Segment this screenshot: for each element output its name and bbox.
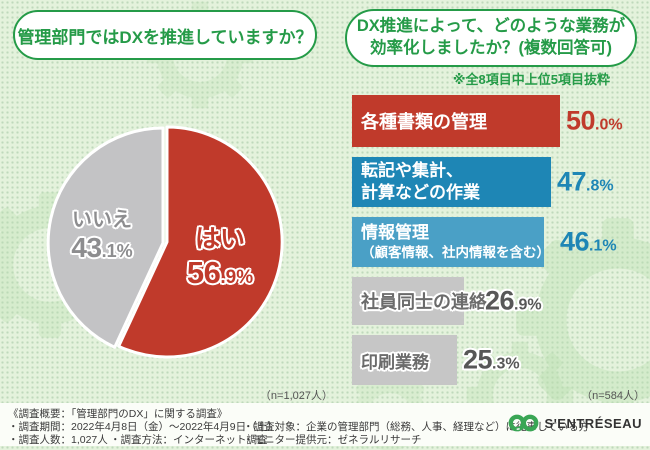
question-pill-bars: DX推進によって、どのような業務が 効率化しましたか？(複数回答可) [345, 9, 637, 67]
bar-value: 47.8% [557, 167, 614, 198]
bar-value-main: 46 [560, 226, 590, 257]
bar-row: 各種書類の管理 50.0% [352, 95, 623, 147]
survey-target: ・調査対象：企業の管理部門（総務、人事、経理など）に従事している方 [243, 421, 590, 433]
bar-row: 情報管理 （顧客情報、社内情報を含む） 46.1% [352, 217, 617, 267]
logo-text: S'ENTRÉSEAU [544, 415, 642, 431]
bar-fill: 印刷業務 [352, 335, 457, 385]
pie-chart [46, 125, 284, 359]
bar-value-suffix: .1% [589, 237, 617, 255]
pie-no-label: いいえ [72, 209, 132, 231]
bar-label: 転記や集計、 [361, 160, 463, 180]
bar-fill: 転記や集計、 計算などの作業 [352, 157, 551, 207]
bar-value-suffix: .3% [492, 355, 520, 373]
bar-label: 情報管理 [361, 223, 429, 243]
question-bars-line1: DX推進によって、どのような業務が [356, 17, 626, 36]
survey-method: ・調査方法：インターネット調査 [110, 434, 268, 446]
bar-value-main: 50 [566, 105, 596, 136]
bar-value: 25.3% [463, 345, 520, 376]
pie-yes-value-suffix: .9% [220, 267, 254, 288]
bar-sample-size: （n=584人） [581, 390, 645, 402]
bar-value-main: 25 [463, 344, 493, 375]
bar-label-line2: （顧客情報、社内情報を含む） [361, 244, 550, 260]
pie-yes-label: はい [194, 225, 245, 253]
bar-value: 26.9% [485, 286, 542, 317]
pie-slice-yes [117, 125, 284, 359]
bar-value-suffix: .9% [514, 296, 542, 314]
company-logo: S'ENTRÉSEAU [507, 413, 642, 433]
survey-overview: 《調査概要：「管理部門のDX」に関する調査》 [8, 408, 228, 420]
chain-links-icon [508, 414, 538, 432]
bar-value-suffix: .8% [586, 177, 614, 195]
pie-yes-value: 56 [186, 255, 221, 290]
bar-label: 印刷業務 [361, 352, 429, 372]
pie-label-yes: はい 56.9% [173, 219, 267, 291]
bar-row: 印刷業務 25.3% [352, 335, 520, 385]
pie-label-no: いいえ 43.1% [50, 203, 154, 264]
bar-value-suffix: .0% [595, 116, 623, 134]
footer-band [0, 403, 650, 446]
bar-value: 50.0% [566, 106, 623, 137]
bar-value-main: 26 [485, 285, 515, 316]
pie-slice-no [46, 126, 165, 349]
question-pie-text: 管理部門ではDXを推進していますか？ [17, 27, 313, 47]
bar-label: 社員同士の連絡 [361, 292, 487, 312]
bar-fill: 情報管理 （顧客情報、社内情報を含む） [352, 217, 550, 267]
question-pill-pie: 管理部門ではDXを推進していますか？ [13, 10, 317, 60]
pie-no-value: 43 [71, 232, 102, 263]
survey-persons: ・調査人数：1,027人 [8, 434, 108, 446]
bar-value-main: 47 [557, 166, 587, 197]
bar-fill: 社員同士の連絡 [352, 277, 487, 325]
pie-sample-size: （n=1,027人） [259, 390, 333, 402]
bar-row: 社員同士の連絡 26.9% [352, 277, 542, 325]
question-bars-text: DX推進によって、どのような業務が 効率化しましたか？(複数回答可) [357, 16, 625, 60]
bars-note: ※全8項目中上位5項目抜粋 [452, 72, 610, 87]
bar-label: 各種書類の管理 [361, 112, 487, 132]
bar-value: 46.1% [560, 227, 617, 258]
question-bars-line2: 効率化しましたか？(複数回答可) [370, 39, 612, 57]
bar-label-line2: 計算などの作業 [361, 183, 480, 202]
bar-fill: 各種書類の管理 [352, 95, 560, 147]
survey-period: ・調査期間：2022年4月8日（金）～2022年4月9日（土） [8, 421, 278, 433]
bar-row: 転記や集計、 計算などの作業 47.8% [352, 157, 614, 207]
pie-no-value-suffix: .1% [101, 241, 133, 261]
survey-monitor: ・モニター提供元：ゼネラルリサーチ [243, 434, 422, 446]
